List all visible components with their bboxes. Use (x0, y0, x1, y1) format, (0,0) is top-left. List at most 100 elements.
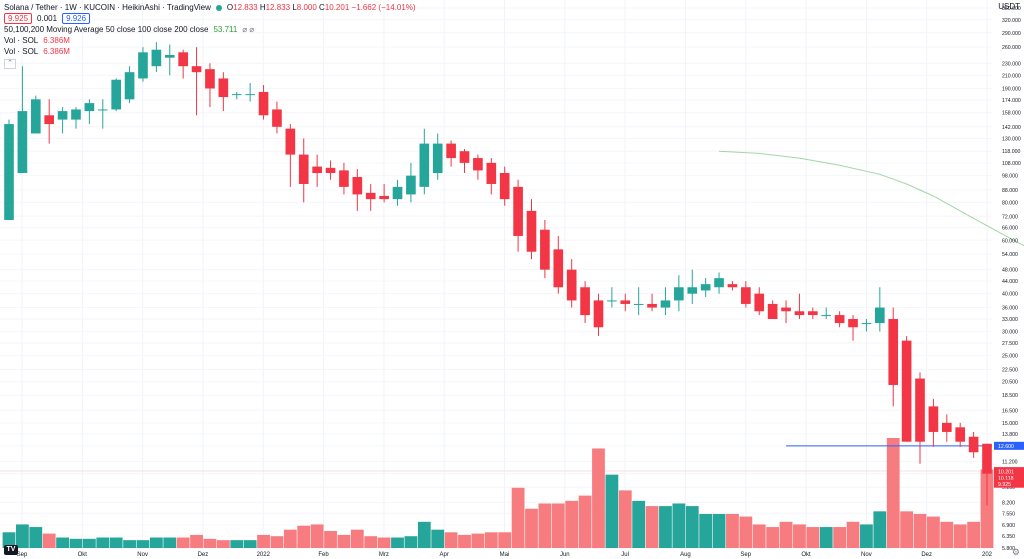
volume-indicator-row[interactable]: Vol · SOL 6.386M (4, 35, 416, 46)
time-axis-label: Jul (621, 552, 629, 558)
candle-body (312, 166, 322, 173)
volume-bar (149, 537, 163, 548)
tradingview-logo[interactable]: TV (4, 545, 18, 555)
price-axis-label: 80.000 (1002, 200, 1018, 206)
candle-body (499, 172, 510, 200)
volume-bar (2, 532, 16, 548)
ma-indicator-label[interactable]: 50,100,200 Moving Average 50 close 100 c… (4, 25, 209, 34)
chevron-up-icon[interactable]: ⌃ (4, 59, 16, 69)
price-axis-label: 142.000 (1002, 125, 1021, 131)
candle-body (901, 340, 912, 442)
candle-body (352, 177, 363, 195)
volume-bar (739, 516, 753, 548)
time-axis-label: Mai (500, 552, 510, 558)
candle-body (231, 94, 242, 96)
candle-body (861, 323, 872, 325)
volume-bar (324, 530, 337, 548)
candle-body (928, 406, 939, 432)
candle-body (633, 303, 644, 305)
currency-unit-label[interactable]: USDT (998, 2, 1020, 11)
price-axis-label: 18.500 (1002, 393, 1018, 399)
volume-bar (833, 527, 847, 548)
time-axis-label: Okt (78, 552, 88, 558)
sell-button[interactable]: 9.925 (4, 13, 33, 24)
volume-bar (913, 513, 927, 548)
price-axis-label: 230.000 (1002, 61, 1021, 67)
price-tag-label: 9.925 (998, 482, 1011, 488)
buy-button[interactable]: 9.926 (62, 13, 91, 24)
volume-indicator-label[interactable]: Vol · SOL (4, 36, 39, 45)
candle-body (365, 192, 376, 200)
volume-indicator-row-2[interactable]: Vol · SOL 6.386M (4, 46, 416, 57)
price-axis-label: 44.000 (1002, 279, 1018, 285)
candle-body (714, 278, 724, 288)
candle-body (955, 427, 966, 442)
volume-bar (283, 529, 297, 548)
volume-bar (243, 540, 257, 548)
candle-body (674, 287, 684, 301)
market-status-icon (215, 4, 222, 11)
candle-body (151, 49, 162, 67)
time-axis-label: Nov (137, 552, 148, 558)
volume-indicator-value-2: 6.386M (43, 47, 70, 56)
candle-body (660, 300, 671, 308)
gear-icon[interactable]: ⚙ (1011, 547, 1020, 557)
candle-body (325, 167, 336, 173)
price-axis-label: 13.800 (1002, 432, 1018, 438)
volume-bar (69, 538, 83, 548)
price-axis-label: 72.000 (1002, 214, 1018, 220)
candle-body (44, 115, 55, 125)
price-axis-label: 130.000 (1002, 136, 1021, 142)
candle-body (392, 186, 403, 200)
volume-bar (752, 524, 766, 548)
candle-body (727, 284, 738, 288)
price-tag-box (994, 473, 1024, 482)
price-axis-label: 320.000 (1002, 18, 1021, 24)
volume-bar (350, 529, 364, 548)
volume-bar (873, 511, 887, 548)
candle-body (566, 269, 577, 301)
close-label: C (319, 3, 325, 12)
price-axis-label: 11.200 (1002, 459, 1018, 465)
price-axis-label: 5.800 (1002, 546, 1015, 552)
volume-bar (953, 524, 967, 548)
time-axis-label: Jun (560, 552, 570, 558)
ohlc-values: O12.833 H12.833 L8.000 C10.201 −1.662 (−… (227, 2, 416, 13)
candle-body (741, 287, 751, 304)
volume-bar (538, 503, 552, 548)
volume-bar (806, 527, 820, 548)
time-axis-label: Dez (198, 552, 209, 558)
ma-indicator-value: 53.711 (213, 25, 238, 34)
symbol-title[interactable]: Solana / Tether · 1W · KUCOIN · HeikinAs… (4, 3, 211, 12)
ma-indicator-row[interactable]: 50,100,200 Moving Average 50 close 100 c… (4, 24, 416, 35)
volume-bar (819, 527, 833, 548)
volume-bar (927, 516, 940, 548)
candle-body (84, 103, 95, 112)
volume-bar (565, 500, 579, 548)
open-value: 12.833 (233, 3, 258, 12)
price-axis-label: 30.000 (1002, 330, 1018, 336)
price-axis-label: 15.000 (1002, 421, 1018, 427)
volume-bar (659, 506, 672, 548)
ma-visibility-icon[interactable]: ⌀ ⌀ (242, 25, 255, 34)
candle-body (71, 109, 81, 120)
volume-bar (525, 508, 538, 548)
candle-body (794, 311, 805, 316)
volume-bar (967, 521, 981, 548)
candle-body (473, 158, 483, 171)
candle-body (540, 229, 550, 270)
volume-bar (645, 506, 659, 548)
price-axis-label: 174.000 (1002, 98, 1021, 104)
candle-body (285, 128, 296, 155)
candle-body (767, 303, 778, 320)
symbol-row[interactable]: Solana / Tether · 1W · KUCOIN · HeikinAs… (4, 2, 416, 13)
volume-bar (900, 511, 914, 548)
volume-bar (632, 500, 646, 548)
candle-body (687, 287, 698, 294)
candle-body (205, 69, 215, 89)
candle-body (164, 54, 175, 58)
volume-bar (270, 536, 284, 548)
volume-indicator-label-2[interactable]: Vol · SOL (4, 47, 39, 56)
volume-bar (766, 527, 780, 548)
